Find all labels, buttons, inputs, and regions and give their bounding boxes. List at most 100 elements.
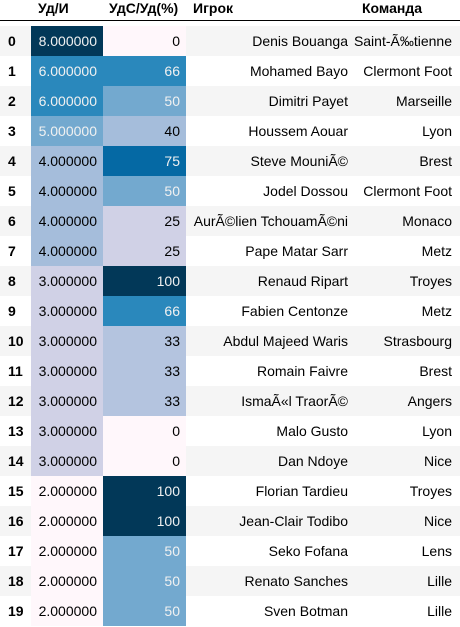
cell-uds-pct: 100: [103, 476, 186, 506]
row-index: 5: [8, 183, 16, 199]
row-index: 11: [8, 363, 23, 379]
cell-team: Nice: [423, 453, 452, 469]
cell-team: Marseille: [395, 93, 452, 109]
table-header: Уд/И УдС/Уд(%) Игрок Команда: [0, 0, 460, 21]
row-index: 18: [8, 573, 24, 589]
cell-ud: 2.000000: [31, 596, 103, 626]
table-row: 6 4.000000 25 AurÃ©lien TchouamÃ©ni Monaco: [0, 206, 460, 236]
table-row: 4 4.000000 75 Steve MouniÃ© Brest: [0, 146, 460, 176]
table-row: 14 3.000000 0 Dan Ndoye Nice: [0, 446, 460, 476]
cell-player: Denis Bouanga: [252, 33, 348, 49]
column-header-team: Команда: [362, 0, 422, 16]
column-header-ud: Уд/И: [38, 0, 69, 16]
column-header-uds-pct: УдС/Уд(%): [109, 0, 179, 16]
cell-uds-pct: 75: [103, 146, 186, 176]
table-row: 0 8.000000 0 Denis Bouanga Saint-Ã‰tienne: [0, 26, 460, 56]
cell-team: Saint-Ã‰tienne: [353, 33, 452, 49]
row-index: 12: [8, 393, 24, 409]
cell-player: AurÃ©lien TchouamÃ©ni: [193, 213, 348, 229]
cell-uds-pct: 25: [103, 206, 186, 236]
cell-player: Abdul Majeed Waris: [223, 333, 348, 349]
cell-player: Houssem Aouar: [248, 123, 348, 139]
cell-uds-pct: 66: [103, 56, 186, 86]
cell-ud: 5.000000: [31, 116, 103, 146]
cell-team: Clermont Foot: [363, 183, 452, 199]
cell-ud: 3.000000: [31, 386, 103, 416]
row-index: 0: [8, 33, 16, 49]
cell-uds-pct: 50: [103, 536, 186, 566]
cell-team: Lille: [427, 603, 452, 619]
cell-ud: 6.000000: [31, 86, 103, 116]
cell-team: Brest: [419, 363, 452, 379]
cell-ud: 2.000000: [31, 506, 103, 536]
table-row: 18 2.000000 50 Renato Sanches Lille: [0, 566, 460, 596]
table-row: 7 4.000000 25 Pape Matar Sarr Metz: [0, 236, 460, 266]
cell-ud: 4.000000: [31, 206, 103, 236]
cell-uds-pct: 33: [103, 326, 186, 356]
row-index: 6: [8, 213, 16, 229]
cell-player: Renato Sanches: [244, 573, 348, 589]
cell-team: Lyon: [422, 123, 452, 139]
cell-uds-pct: 0: [103, 446, 186, 476]
row-index: 8: [8, 273, 16, 289]
cell-team: Lens: [421, 543, 452, 559]
table-row: 15 2.000000 100 Florian Tardieu Troyes: [0, 476, 460, 506]
cell-team: Troyes: [409, 273, 452, 289]
row-index: 14: [8, 453, 24, 469]
cell-ud: 3.000000: [31, 416, 103, 446]
cell-player: Jodel Dossou: [263, 183, 348, 199]
cell-uds-pct: 50: [103, 566, 186, 596]
cell-ud: 6.000000: [31, 56, 103, 86]
row-index: 2: [8, 93, 16, 109]
cell-uds-pct: 25: [103, 236, 186, 266]
table-row: 8 3.000000 100 Renaud Ripart Troyes: [0, 266, 460, 296]
table-row: 13 3.000000 0 Malo Gusto Lyon: [0, 416, 460, 446]
table-row: 17 2.000000 50 Seko Fofana Lens: [0, 536, 460, 566]
cell-uds-pct: 33: [103, 356, 186, 386]
cell-ud: 3.000000: [31, 266, 103, 296]
cell-team: Nice: [423, 513, 452, 529]
cell-ud: 8.000000: [31, 26, 103, 56]
cell-uds-pct: 40: [103, 116, 186, 146]
row-index: 19: [8, 603, 24, 619]
cell-uds-pct: 0: [103, 416, 186, 446]
cell-team: Angers: [407, 393, 452, 409]
cell-team: Strasbourg: [383, 333, 452, 349]
cell-team: Metz: [421, 243, 452, 259]
cell-player: Pape Matar Sarr: [245, 243, 348, 259]
cell-team: Troyes: [409, 483, 452, 499]
table-row: 19 2.000000 50 Sven Botman Lille: [0, 596, 460, 626]
cell-player: Florian Tardieu: [255, 483, 348, 499]
cell-uds-pct: 100: [103, 266, 186, 296]
cell-ud: 3.000000: [31, 356, 103, 386]
cell-ud: 2.000000: [31, 566, 103, 596]
cell-ud: 3.000000: [31, 446, 103, 476]
cell-player: Dimitri Payet: [268, 93, 348, 109]
cell-uds-pct: 33: [103, 386, 186, 416]
cell-player: Sven Botman: [263, 603, 348, 619]
cell-uds-pct: 50: [103, 176, 186, 206]
table-row: 11 3.000000 33 Romain Faivre Brest: [0, 356, 460, 386]
cell-team: Clermont Foot: [363, 63, 452, 79]
cell-uds-pct: 50: [103, 596, 186, 626]
cell-ud: 4.000000: [31, 236, 103, 266]
row-index: 13: [8, 423, 24, 439]
cell-player: IsmaÃ«l TraorÃ©: [241, 393, 348, 409]
cell-ud: 2.000000: [31, 536, 103, 566]
table-row: 9 3.000000 66 Fabien Centonze Metz: [0, 296, 460, 326]
row-index: 4: [8, 153, 16, 169]
row-index: 15: [8, 483, 24, 499]
table-row: 2 6.000000 50 Dimitri Payet Marseille: [0, 86, 460, 116]
cell-ud: 4.000000: [31, 146, 103, 176]
table-row: 5 4.000000 50 Jodel Dossou Clermont Foot: [0, 176, 460, 206]
row-index: 17: [8, 543, 24, 559]
cell-team: Lille: [427, 573, 452, 589]
cell-team: Monaco: [402, 213, 452, 229]
row-index: 1: [8, 63, 16, 79]
cell-player: Renaud Ripart: [257, 273, 348, 289]
table-row: 10 3.000000 33 Abdul Majeed Waris Strasbourg: [0, 326, 460, 356]
table-row: 16 2.000000 100 Jean-Clair Todibo Nice: [0, 506, 460, 536]
cell-player: Jean-Clair Todibo: [239, 513, 348, 529]
cell-player: Malo Gusto: [276, 423, 348, 439]
cell-uds-pct: 100: [103, 506, 186, 536]
